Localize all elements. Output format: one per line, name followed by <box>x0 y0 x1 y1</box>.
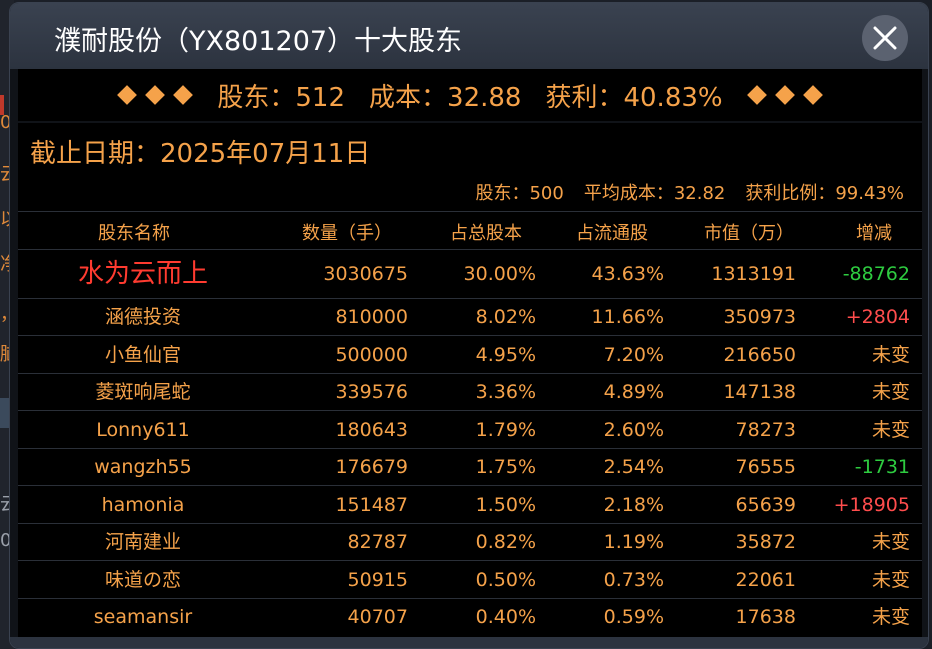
row-float-pct: 1.19% <box>603 531 664 553</box>
diamond-icons-left <box>117 85 194 105</box>
table-row[interactable]: 味道の恋 50915 0.50% 0.73% 22061 未变 <box>18 560 922 599</box>
row-market-value: 78273 <box>735 419 796 441</box>
header-mv: 市值（万） <box>704 223 794 244</box>
header-name: 股东名称 <box>98 223 170 244</box>
row-name: wangzh55 <box>94 456 192 478</box>
row-change: -88762 <box>842 263 910 285</box>
row-market-value: 1313191 <box>711 263 796 285</box>
row-total-pct: 0.40% <box>475 606 536 628</box>
close-button[interactable] <box>862 15 908 61</box>
stat-avg-cost: 平均成本：32.82 <box>583 183 726 204</box>
row-float-pct: 0.73% <box>603 569 664 591</box>
row-name: 水为云而上 <box>77 259 208 289</box>
row-qty: 339576 <box>335 381 408 403</box>
row-name: hamonia <box>101 494 185 516</box>
row-float-pct: 2.54% <box>603 456 664 478</box>
background-text: 0 <box>0 112 12 133</box>
row-qty: 82787 <box>347 531 408 553</box>
row-total-pct: 4.95% <box>475 344 536 366</box>
row-market-value: 216650 <box>723 344 796 366</box>
row-name: seamansir <box>93 606 193 628</box>
table-row[interactable]: wangzh55 176679 1.75% 2.54% 76555 -1731 <box>18 448 922 486</box>
row-change: 未变 <box>871 606 910 628</box>
row-qty: 176679 <box>335 456 408 478</box>
row-change: 未变 <box>871 531 910 553</box>
row-market-value: 147138 <box>723 381 796 403</box>
shareholder-panel: 截止日期：2025年07月11日 股东：500 平均成本：32.82 获利比例：… <box>18 123 922 637</box>
top-shareholders-dialog: 濮耐股份（YX801207）十大股东 股东：512 成本：32.88 获利：40… <box>9 2 929 649</box>
row-total-pct: 1.75% <box>475 456 536 478</box>
row-qty: 40707 <box>347 606 408 628</box>
table-row[interactable]: Lonny611 180643 1.79% 2.60% 78273 未变 <box>18 410 922 449</box>
row-change: 未变 <box>871 569 910 591</box>
as-of-date: 截止日期：2025年07月11日 <box>30 139 371 169</box>
row-market-value: 350973 <box>723 306 796 328</box>
summary-holders: 股东：512 <box>217 82 346 113</box>
row-name: Lonny611 <box>96 419 190 441</box>
header-total: 占总股本 <box>450 223 522 244</box>
summary-bar: 股东：512 成本：32.88 获利：40.83% <box>18 69 922 121</box>
row-float-pct: 7.20% <box>603 344 664 366</box>
summary-profit: 获利：40.83% <box>545 82 723 113</box>
background-marker <box>0 95 4 115</box>
row-name: 小鱼仙官 <box>104 344 181 366</box>
row-change: 未变 <box>871 381 910 403</box>
dialog-titlebar: 濮耐股份（YX801207）十大股东 <box>10 3 928 69</box>
summary-cost: 成本：32.88 <box>369 82 522 113</box>
table-row[interactable]: hamonia 151487 1.50% 2.18% 65639 +18905 <box>18 485 922 524</box>
stats-line: 股东：500 平均成本：32.82 获利比例：99.43% <box>475 179 904 205</box>
row-float-pct: 0.59% <box>603 606 664 628</box>
diamond-icons-right <box>746 85 823 105</box>
row-change: +18905 <box>833 494 910 516</box>
row-qty: 500000 <box>335 344 408 366</box>
row-change: +2804 <box>845 306 910 328</box>
close-icon <box>873 26 897 50</box>
table-row[interactable]: 河南建业 82787 0.82% 1.19% 35872 未变 <box>18 523 922 561</box>
header-float: 占流通股 <box>576 223 648 244</box>
row-name: 涵德投资 <box>104 306 181 328</box>
row-total-pct: 3.36% <box>475 381 536 403</box>
row-qty: 810000 <box>335 306 408 328</box>
row-float-pct: 2.60% <box>603 419 664 441</box>
row-name: 菱斑响尾蛇 <box>95 381 191 403</box>
row-total-pct: 1.50% <box>475 494 536 516</box>
row-total-pct: 0.50% <box>475 569 536 591</box>
row-market-value: 76555 <box>735 456 796 478</box>
row-change: 未变 <box>871 344 910 366</box>
table-row[interactable]: 水为云而上 3030675 30.00% 43.63% 1313191 -88762 <box>18 249 922 299</box>
row-qty: 50915 <box>347 569 408 591</box>
row-qty: 180643 <box>335 419 408 441</box>
row-market-value: 35872 <box>735 531 796 553</box>
divider <box>18 211 922 212</box>
row-name: 味道の恋 <box>104 569 181 591</box>
header-qty: 数量（手） <box>302 223 392 244</box>
table-row[interactable]: 菱斑响尾蛇 339576 3.36% 4.89% 147138 未变 <box>18 373 922 411</box>
row-total-pct: 0.82% <box>475 531 536 553</box>
row-float-pct: 4.89% <box>603 381 664 403</box>
row-change: 未变 <box>871 419 910 441</box>
row-change: -1731 <box>854 456 910 478</box>
table-row[interactable]: 涵德投资 810000 8.02% 11.66% 350973 +2804 <box>18 298 922 336</box>
row-total-pct: 30.00% <box>463 263 536 285</box>
table-row[interactable]: 小鱼仙官 500000 4.95% 7.20% 216650 未变 <box>18 335 922 374</box>
row-total-pct: 8.02% <box>475 306 536 328</box>
row-market-value: 17638 <box>735 606 796 628</box>
row-total-pct: 1.79% <box>475 419 536 441</box>
row-qty: 151487 <box>335 494 408 516</box>
row-float-pct: 43.63% <box>591 263 664 285</box>
table-row[interactable]: seamansir 40707 0.40% 0.59% 17638 未变 <box>18 598 922 636</box>
dialog-title: 濮耐股份（YX801207）十大股东 <box>54 26 463 57</box>
row-name: 河南建业 <box>104 531 181 553</box>
row-float-pct: 11.66% <box>591 306 664 328</box>
dialog-footer <box>10 637 928 648</box>
row-market-value: 22061 <box>735 569 796 591</box>
stat-profit-ratio: 获利比例：99.43% <box>745 183 904 204</box>
row-qty: 3030675 <box>323 263 408 285</box>
header-change: 增减 <box>856 223 892 244</box>
stat-holders: 股东：500 <box>475 183 564 204</box>
row-float-pct: 2.18% <box>603 494 664 516</box>
row-market-value: 65639 <box>735 494 796 516</box>
